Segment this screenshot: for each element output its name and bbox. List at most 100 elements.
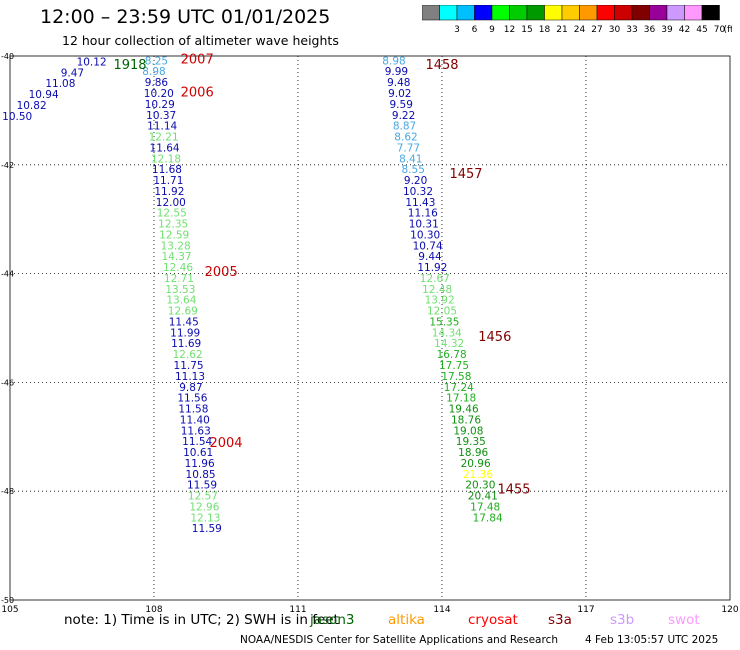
swh-point: 14.37	[162, 251, 192, 263]
colorbar-label: 39	[661, 25, 673, 35]
y-tick-label: -40	[1, 52, 14, 61]
swh-point: 9.20	[404, 175, 427, 187]
colorbar-label: 33	[626, 25, 637, 35]
colorbar-label: 18	[539, 25, 551, 35]
generated-timestamp: 4 Feb 13:05:57 UTC 2025	[585, 634, 719, 646]
swh-point: 12.62	[173, 349, 203, 361]
x-tick-label: 105	[1, 605, 18, 615]
swh-point: 12.18	[151, 153, 181, 165]
swh-point: 13.64	[166, 295, 196, 307]
time-label: 2007	[181, 53, 214, 68]
swh-point: 19.35	[456, 436, 486, 448]
swh-point: 12.00	[156, 197, 186, 209]
time-label: 1458	[425, 58, 458, 73]
swh-point: 16.78	[437, 349, 467, 361]
swh-point: 11.54	[182, 436, 212, 448]
swh-point: 18.96	[458, 447, 488, 459]
swh-point: 9.02	[388, 88, 411, 100]
swh-point: 14.32	[434, 338, 464, 350]
colorbar-label: 42	[679, 25, 690, 35]
swh-point: 11.92	[154, 186, 184, 198]
swh-point: 10.94	[29, 89, 59, 101]
satellite-legend-item: altika	[388, 612, 425, 628]
swh-point: 11.75	[174, 360, 204, 372]
swh-point: 8.98	[382, 55, 405, 67]
swh-point: 19.08	[453, 425, 483, 437]
y-tick-label: -48	[1, 487, 14, 496]
swh-point: 17.18	[446, 393, 476, 405]
swh-point: 11.59	[192, 523, 222, 535]
swh-point: 7.77	[397, 142, 420, 154]
swh-point: 18.76	[451, 414, 481, 426]
swh-point: 12.67	[420, 273, 450, 285]
swh-point: 12.57	[188, 491, 218, 503]
swh-point: 12.69	[168, 306, 198, 318]
time-label: 1918	[113, 58, 146, 73]
swh-point: 10.50	[2, 111, 32, 123]
swh-point: 11.69	[171, 338, 201, 350]
swh-point: 11.40	[180, 414, 210, 426]
swh-point: 11.96	[185, 458, 215, 470]
swh-point: 9.99	[385, 66, 408, 78]
colorbar-label: 9	[489, 25, 495, 35]
x-tick-label: 111	[289, 605, 306, 615]
swh-point: 8.98	[142, 66, 165, 78]
y-tick-label: -42	[1, 161, 14, 170]
satellite-legend-item: swot	[668, 612, 700, 628]
swh-point: 17.75	[439, 360, 469, 372]
swh-point: 17.24	[444, 382, 474, 394]
swh-point: 13.28	[161, 240, 191, 252]
swh-point: 11.16	[408, 208, 438, 220]
swh-point: 10.82	[17, 100, 47, 112]
swh-point: 17.84	[473, 512, 503, 524]
colorbar-label: 36	[644, 25, 656, 35]
swh-point: 12.59	[159, 229, 189, 241]
swh-point: 11.14	[147, 121, 177, 133]
time-label: 1456	[478, 330, 511, 345]
swh-point: 11.45	[169, 316, 199, 328]
swh-point: 11.43	[405, 197, 435, 209]
satellite-legend-item: jason3	[310, 612, 355, 628]
colorbar-label: 27	[591, 25, 602, 35]
swh-point: 11.64	[150, 142, 180, 154]
swh-point: 13.92	[425, 295, 455, 307]
colorbar-label: 3	[454, 25, 460, 35]
swh-point: 20.30	[465, 480, 495, 492]
colorbar-label: 21	[556, 25, 567, 35]
swh-point: 10.12	[77, 56, 107, 68]
colorbar-label: 70	[714, 25, 726, 35]
swh-point: 13.53	[165, 284, 195, 296]
satellite-legend-item: cryosat	[468, 612, 518, 628]
swh-point: 10.85	[186, 469, 216, 481]
swh-point: 17.48	[470, 501, 500, 513]
swh-point: 14.34	[432, 327, 462, 339]
colorbar-swatch	[701, 5, 720, 21]
swh-point: 20.41	[468, 491, 498, 503]
y-tick-label: -50	[1, 596, 14, 605]
swh-point: 21.36	[463, 469, 493, 481]
swh-point: 12.35	[158, 219, 188, 231]
swh-point: 11.08	[45, 78, 75, 90]
swh-point: 12.46	[163, 262, 193, 274]
swh-point: 15.35	[429, 316, 459, 328]
swh-point: 12.55	[157, 208, 187, 220]
swh-point: 10.61	[183, 447, 213, 459]
swh-point: 8.41	[399, 153, 422, 165]
swh-point: 12.05	[427, 306, 457, 318]
time-label: 1455	[497, 482, 530, 497]
footer-note: note: 1) Time is in UTC; 2) SWH is in fe…	[64, 612, 339, 628]
swh-point: 11.59	[187, 480, 217, 492]
swh-point: 12.13	[190, 512, 220, 524]
swh-point: 12.71	[164, 273, 194, 285]
swh-point: 12.96	[189, 501, 219, 513]
swh-point: 10.29	[145, 99, 175, 111]
swh-point: 8.55	[402, 164, 425, 176]
swh-point: 11.13	[175, 371, 205, 383]
swh-point: 11.63	[181, 425, 211, 437]
colorbar-label: 12	[504, 25, 515, 35]
swh-point: 10.20	[144, 88, 174, 100]
swh-point: 9.22	[392, 110, 415, 122]
time-label: 1457	[449, 167, 482, 182]
chart-title: 12:00 – 23:59 UTC 01/01/2025	[40, 6, 331, 28]
x-tick-label: 108	[145, 605, 162, 615]
